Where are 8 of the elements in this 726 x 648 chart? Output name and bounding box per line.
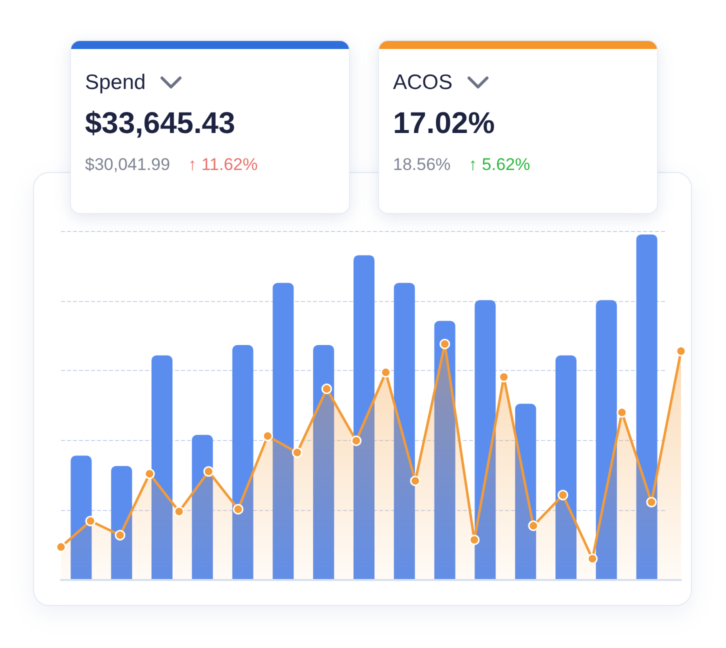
text: ACOS [393,71,453,95]
text: 17.02% [393,107,496,141]
text: 18.56% [393,155,451,174]
text: ↑ 11.62% [188,155,258,174]
text: Spend [85,71,146,95]
text: $30,041.99 [85,155,170,174]
text: $33,645.43 [85,107,236,141]
text: ↑ 5.62% [468,155,530,174]
